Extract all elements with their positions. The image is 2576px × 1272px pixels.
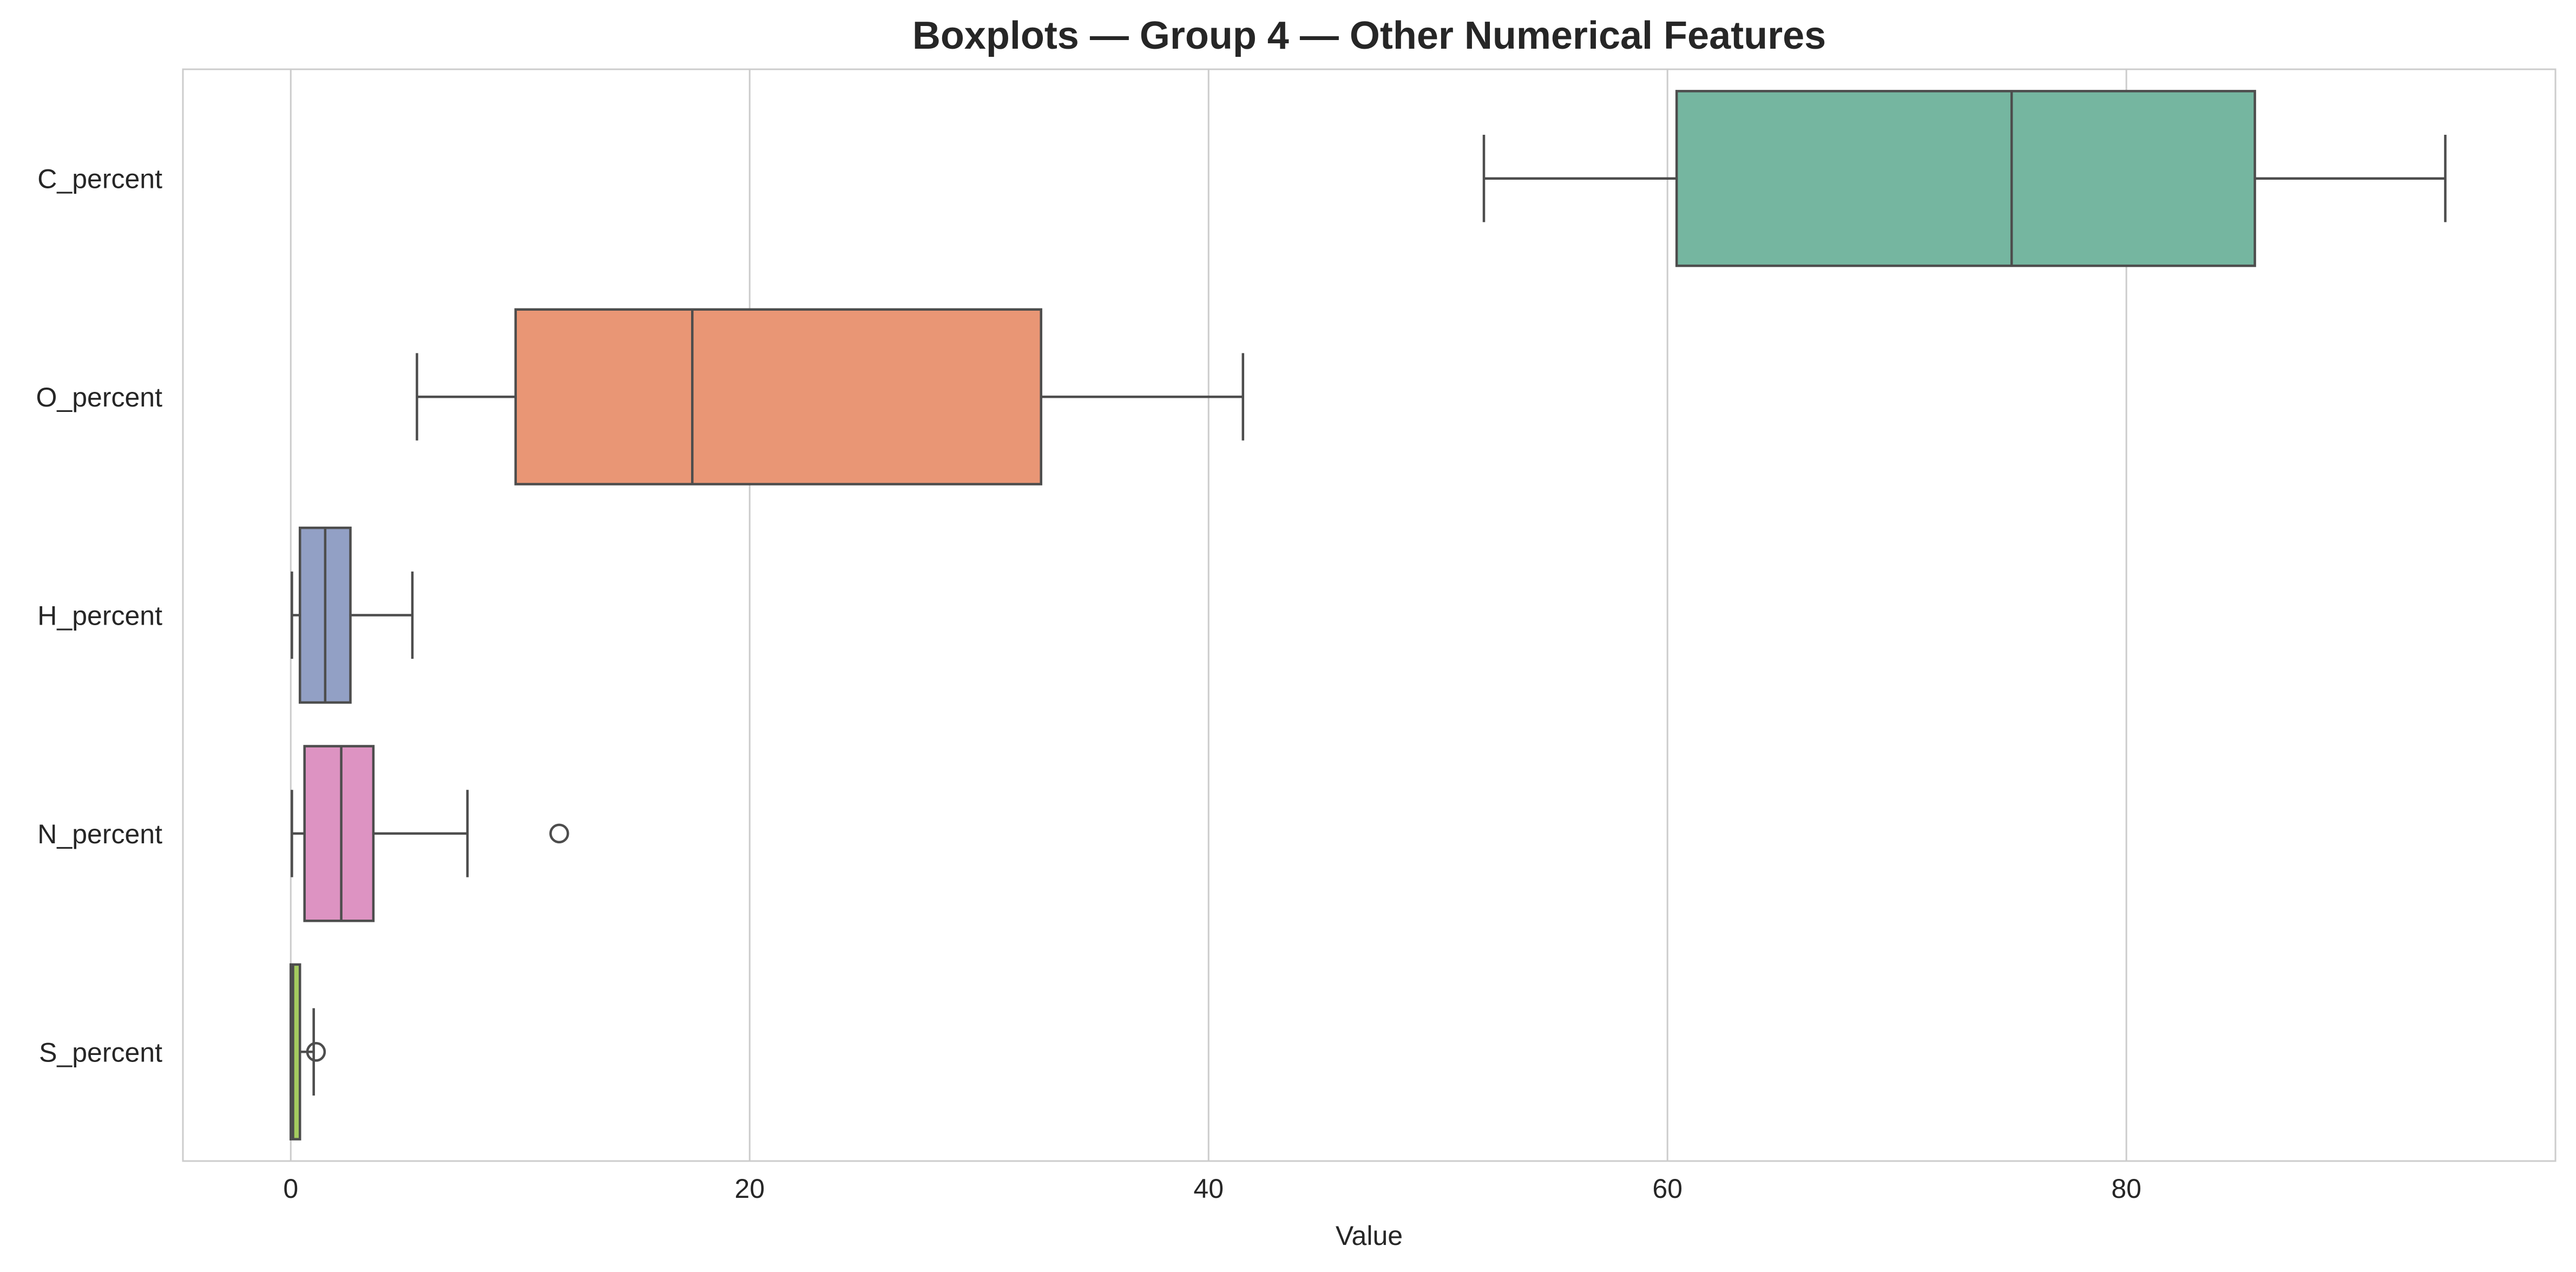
box-O_percent — [416, 308, 1245, 486]
x-tick-label: 0 — [283, 1173, 298, 1204]
iqr-box — [303, 745, 375, 922]
y-tick-label: N_percent — [37, 819, 162, 849]
y-tick-label: O_percent — [36, 382, 163, 412]
x-tick-label: 80 — [2111, 1173, 2141, 1204]
plot-frame — [182, 68, 2557, 1162]
box-N_percent — [291, 745, 569, 922]
box-S_percent — [290, 963, 326, 1140]
box-C_percent — [1482, 90, 2447, 267]
x-axis-label: Value — [1336, 1221, 1403, 1251]
y-tick-label: S_percent — [39, 1037, 162, 1067]
y-tick-label: H_percent — [37, 601, 162, 631]
iqr-box — [1675, 90, 2256, 267]
iqr-box — [514, 308, 1042, 486]
tick-labels: 0 20 40 60 80 C_percent O_percent H_percent N_pe… — [36, 164, 2141, 1204]
x-tick-label: 60 — [1652, 1173, 1683, 1204]
outlier-point — [549, 823, 569, 844]
y-tick-label: C_percent — [37, 164, 162, 194]
x-tick-label: 20 — [734, 1173, 765, 1204]
outlier-point — [306, 1042, 326, 1062]
x-tick-label: 40 — [1193, 1173, 1224, 1204]
chart-title: Boxplots — Group 4 — Other Numerical Fea… — [912, 14, 1826, 57]
box-layer — [290, 90, 2447, 1140]
box-H_percent — [291, 526, 414, 704]
